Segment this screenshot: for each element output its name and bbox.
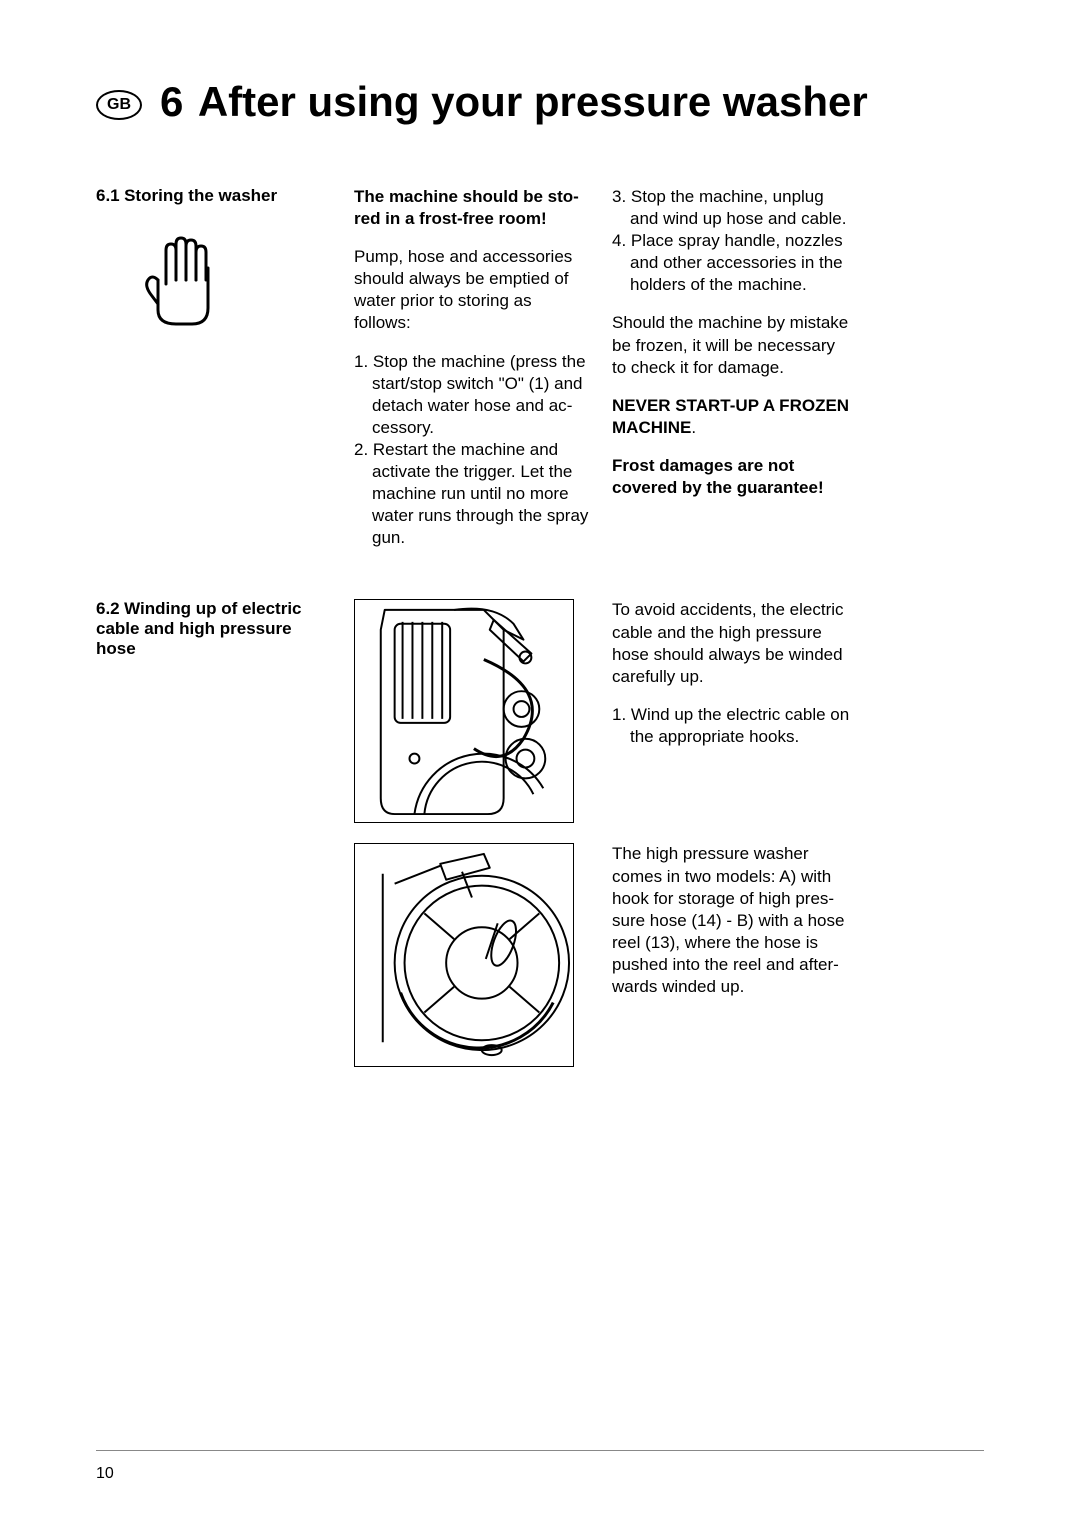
chapter-title: After using your pressure washer bbox=[198, 78, 868, 125]
chapter-number: 6 bbox=[160, 78, 183, 125]
storage-step-4: 4. Place spray handle, nozzles and other… bbox=[612, 230, 850, 296]
page-number: 10 bbox=[96, 1465, 114, 1483]
storage-intro-text: Pump, hose and accessories should always… bbox=[354, 246, 592, 334]
storage-step-2: 2. Restart the machine and activate the … bbox=[354, 439, 592, 549]
storage-lead-text: The machine should be sto­red in a frost… bbox=[354, 186, 592, 230]
section-6-1: 6.1 Storing the washer The machine shoul… bbox=[96, 186, 984, 549]
storage-step-3: 3. Stop the machine, unplug and wind up … bbox=[612, 186, 850, 230]
illustration-hose-reel bbox=[354, 843, 574, 1067]
section-6-2-row2: The high pressure washer comes in two mo… bbox=[96, 843, 984, 1067]
winding-step-1: 1. Wind up the electric cable on the app… bbox=[612, 704, 850, 748]
frozen-warning: NEVER START-UP A FROZEN MACHINE. bbox=[612, 395, 850, 439]
illustration-cable-hooks bbox=[354, 599, 574, 823]
guarantee-warning: Frost damages are not covered by the gua… bbox=[612, 455, 850, 499]
section-number: 6.2 bbox=[96, 599, 120, 618]
section-6-2-row1: 6.2 Winding up of electric cable and hig… bbox=[96, 599, 984, 823]
section-number: 6.1 bbox=[96, 186, 120, 205]
frozen-check-text: Should the machine by mistake be frozen,… bbox=[612, 312, 850, 378]
chapter-header: GB 6 After using your pressure washer bbox=[96, 78, 984, 126]
models-text: The high pressure washer comes in two mo… bbox=[612, 843, 850, 998]
warning-hand-icon bbox=[136, 232, 334, 337]
section-title: Storing the washer bbox=[124, 186, 277, 205]
language-badge: GB bbox=[96, 90, 142, 120]
storage-step-1: 1. Stop the machine (press the start/sto… bbox=[354, 351, 592, 439]
winding-intro-text: To avoid accidents, the electric cable a… bbox=[612, 599, 850, 687]
section-title: Winding up of electric cable and high pr… bbox=[96, 599, 302, 658]
footer-rule bbox=[96, 1450, 984, 1451]
